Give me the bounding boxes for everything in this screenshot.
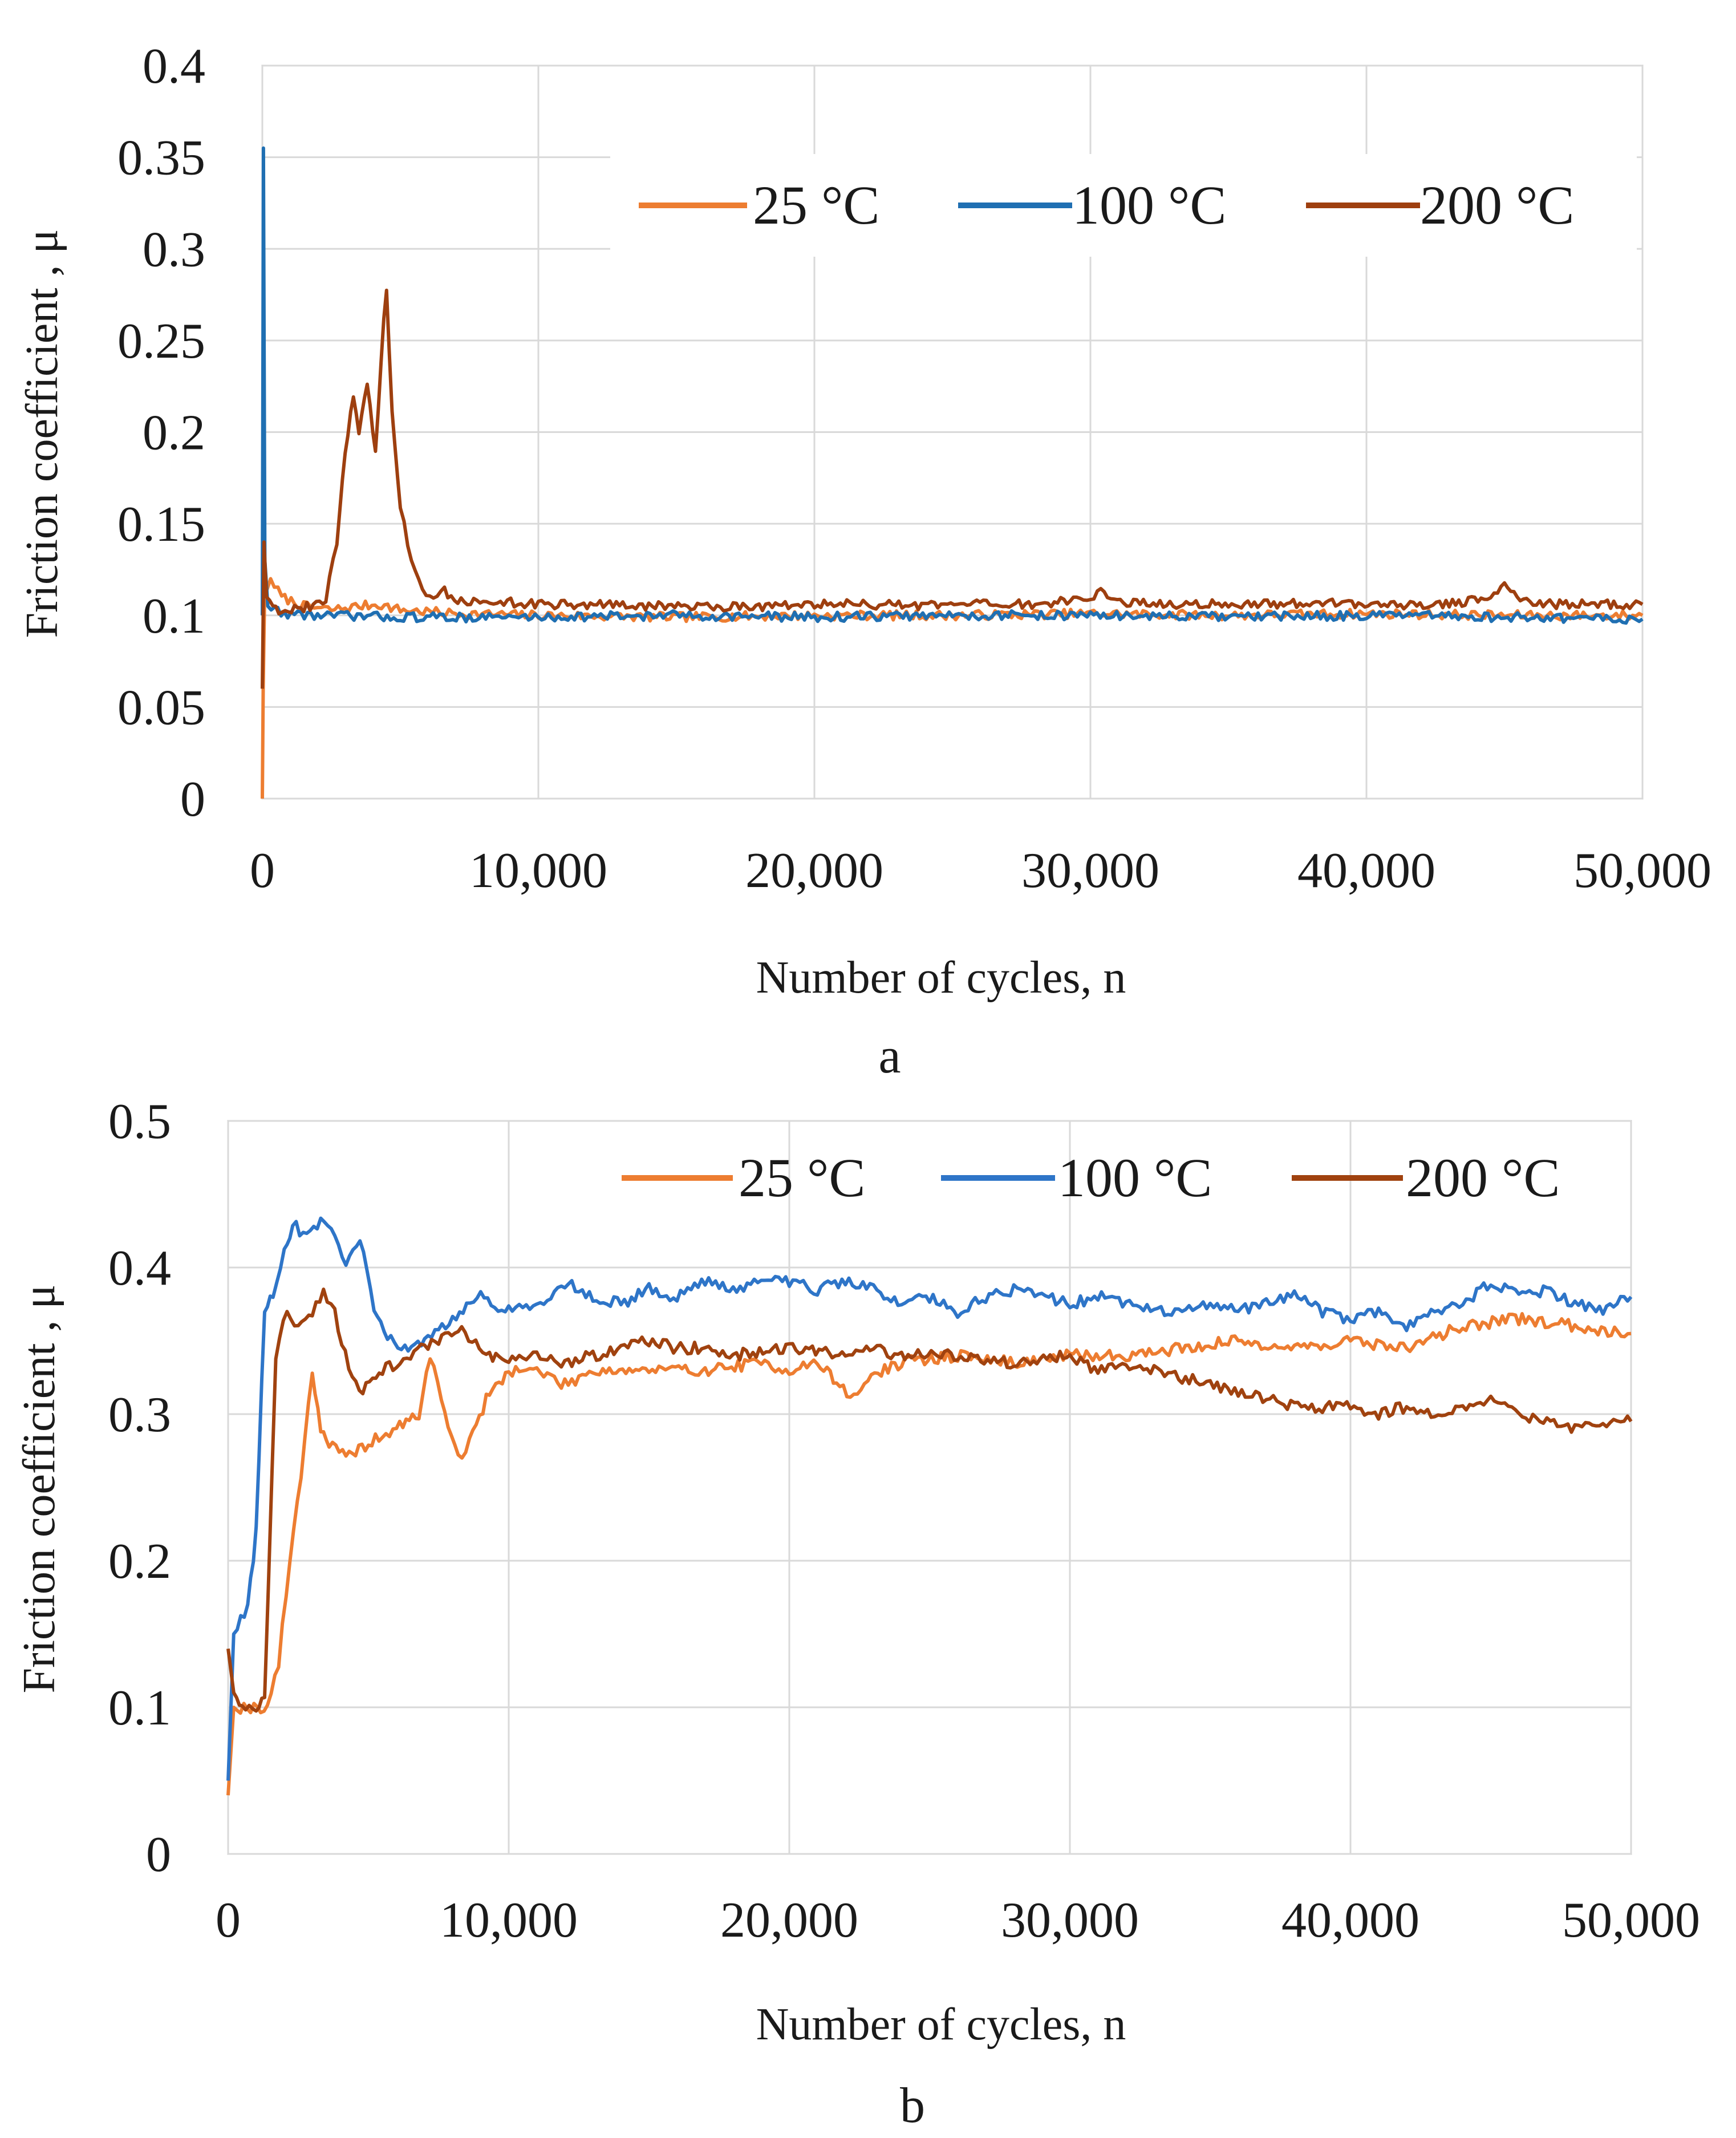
x-tick-label: 40,000 — [1281, 1893, 1419, 1948]
series-lines — [226, 1216, 1633, 1796]
panel-label-b: b — [900, 2078, 925, 2133]
y-tick-label: 0.3 — [108, 1387, 171, 1443]
y-tick-label: 0.4 — [143, 39, 205, 94]
x-tick-labels: 0 10,000 20,000 30,000 40,000 50,000 — [216, 1893, 1700, 1948]
chart-panel-a: 0 0.05 0.1 0.15 0.2 0.25 0.3 0.35 0.4 0 10,000 20,… — [17, 39, 1711, 1084]
plot-area — [227, 1120, 1632, 1855]
x-tick-label: 40,000 — [1297, 843, 1435, 898]
y-tick-labels: 0 0.05 0.1 0.15 0.2 0.25 0.3 0.35 0.4 — [117, 39, 205, 827]
legend-background — [610, 154, 1637, 257]
x-tick-label: 20,000 — [720, 1893, 858, 1948]
x-tick-label: 0 — [250, 843, 275, 898]
legend: 25 °C 100 °C 200 °C — [610, 154, 1637, 257]
series-line-100c — [226, 1216, 1633, 1781]
legend-label-25c: 25 °C — [753, 175, 879, 236]
series-line-25c — [226, 1312, 1632, 1796]
legend: 25 °C 100 °C 200 °C — [622, 1147, 1560, 1208]
x-tick-label: 10,000 — [469, 843, 607, 898]
y-axis-title: Friction coefficient , μ — [14, 1285, 64, 1694]
y-tick-label: 0.15 — [117, 497, 205, 552]
y-tick-label: 0.4 — [108, 1241, 171, 1296]
legend-label-100c: 100 °C — [1072, 175, 1226, 236]
legend-label-100c: 100 °C — [1058, 1147, 1212, 1208]
y-tick-label: 0.2 — [108, 1534, 171, 1589]
x-tick-label: 20,000 — [745, 843, 883, 898]
y-tick-label: 0.25 — [117, 314, 205, 369]
x-tick-label: 30,000 — [1001, 1893, 1139, 1948]
series-line-200c — [261, 289, 1644, 689]
series-line-100c — [261, 146, 1644, 625]
x-tick-label: 50,000 — [1562, 1893, 1700, 1948]
y-tick-label: 0 — [180, 772, 205, 827]
x-axis-title: Number of cycles, n — [756, 953, 1126, 1003]
x-tick-label: 50,000 — [1573, 843, 1711, 898]
y-tick-label: 0.05 — [117, 680, 205, 735]
legend-label-25c: 25 °C — [739, 1147, 865, 1208]
y-tick-labels: 0 0.1 0.2 0.3 0.4 0.5 — [108, 1094, 171, 1882]
x-tick-label: 0 — [216, 1893, 241, 1948]
legend-label-200c: 200 °C — [1420, 175, 1574, 236]
y-axis-title: Friction coefficient , μ — [17, 229, 67, 638]
legend-label-200c: 200 °C — [1406, 1147, 1560, 1208]
y-tick-label: 0.3 — [143, 222, 205, 277]
gridlines — [227, 1120, 1632, 1855]
chart-panel-b: 0 0.1 0.2 0.3 0.4 0.5 0 10,000 20,000 30,000 40,0… — [14, 1094, 1700, 2133]
x-tick-labels: 0 10,000 20,000 30,000 40,000 50,000 — [250, 843, 1711, 898]
x-tick-label: 10,000 — [440, 1893, 578, 1948]
series-lines — [261, 146, 1644, 799]
y-tick-label: 0.1 — [108, 1681, 171, 1736]
y-tick-label: 0 — [146, 1827, 171, 1882]
y-tick-label: 0.5 — [108, 1094, 171, 1149]
series-line-200c — [226, 1287, 1633, 1713]
x-axis-title: Number of cycles, n — [756, 1999, 1126, 2050]
y-tick-label: 0.2 — [143, 406, 205, 461]
x-tick-label: 30,000 — [1021, 843, 1159, 898]
y-tick-label: 0.35 — [117, 131, 205, 186]
y-tick-label: 0.1 — [143, 589, 205, 644]
panel-label-a: a — [878, 1028, 901, 1084]
